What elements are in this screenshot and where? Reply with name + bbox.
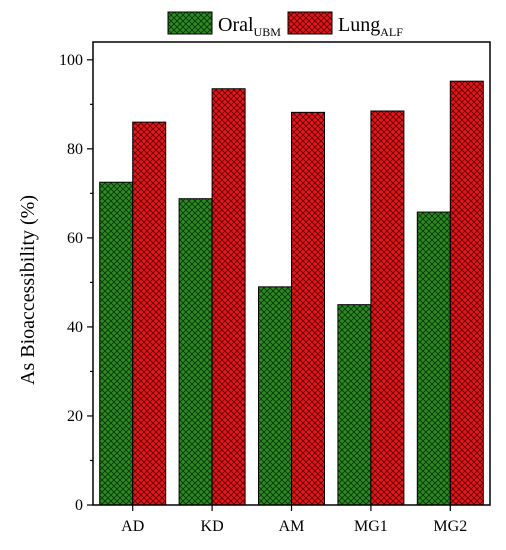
bar-oral-mg2 xyxy=(416,211,451,506)
bar-lung-ad xyxy=(132,121,167,506)
bar-oral-kd xyxy=(178,198,213,506)
x-tick-label-mg2: MG2 xyxy=(433,518,467,535)
y-tick-label: 40 xyxy=(67,319,83,336)
y-tick-label: 60 xyxy=(67,230,83,247)
bar-lung-am xyxy=(291,111,325,506)
bar-oral-am xyxy=(258,286,292,506)
y-axis-title: As Bioaccessibility (%) xyxy=(17,195,39,385)
x-tick-label-kd: KD xyxy=(201,518,224,535)
x-tick-label-mg1: MG1 xyxy=(354,518,388,535)
y-tick-label: 80 xyxy=(67,141,83,158)
legend-swatch-lung xyxy=(287,11,333,35)
bar-oral-ad xyxy=(99,181,134,506)
legend-label-lung: LungALF xyxy=(338,14,403,39)
legend-label-oral: OralUBM xyxy=(218,14,281,39)
bar-lung-mg2 xyxy=(449,80,484,506)
bar-lung-kd xyxy=(211,88,246,506)
bar-lung-mg1 xyxy=(370,110,405,506)
legend-swatch-oral xyxy=(167,11,213,35)
bars xyxy=(99,80,484,506)
axes: 0 20 40 60 80 100 AD KD AM MG1 MG2 xyxy=(59,41,491,535)
y-tick-label: 100 xyxy=(59,52,83,69)
legend: OralUBM LungALF xyxy=(167,11,403,39)
y-tick-label: 0 xyxy=(75,497,83,514)
x-tick-label-ad: AD xyxy=(121,518,144,535)
x-tick-label-am: AM xyxy=(279,518,305,535)
y-tick-label: 20 xyxy=(67,408,83,425)
bar-oral-mg1 xyxy=(337,304,372,506)
